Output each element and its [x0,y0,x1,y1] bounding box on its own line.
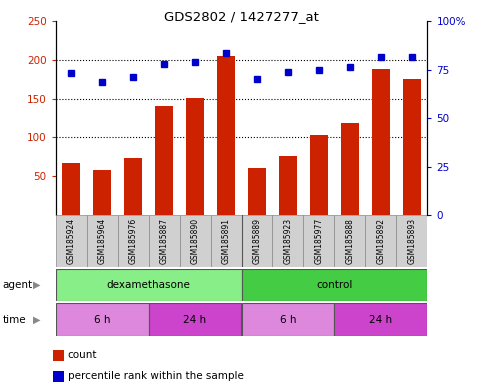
Text: GDS2802 / 1427277_at: GDS2802 / 1427277_at [164,10,319,23]
Text: agent: agent [2,280,32,290]
Text: count: count [68,350,97,360]
Text: GSM185977: GSM185977 [314,218,324,264]
Bar [149,215,180,267]
Bar [117,215,149,267]
Text: GSM185964: GSM185964 [98,218,107,264]
Bar [62,163,80,215]
Bar [272,215,303,267]
Bar [124,158,142,215]
Text: time: time [2,314,26,325]
Bar [180,215,211,267]
Text: GSM185892: GSM185892 [376,218,385,264]
Bar [56,303,149,336]
Bar [155,106,173,215]
Text: GSM185890: GSM185890 [190,218,199,264]
Bar [366,215,397,267]
Text: 24 h: 24 h [184,314,207,325]
Bar [397,215,427,267]
Bar [334,303,427,336]
Text: GSM185923: GSM185923 [284,218,293,264]
Bar [372,69,390,215]
Text: GSM185891: GSM185891 [222,218,230,264]
Bar [303,215,334,267]
Bar [56,215,86,267]
Bar [211,215,242,267]
Bar [242,303,334,336]
Text: ▶: ▶ [33,314,41,325]
Text: 24 h: 24 h [369,314,393,325]
Text: GSM185887: GSM185887 [159,218,169,264]
Bar [186,98,204,215]
Bar [279,156,297,215]
Bar [149,303,242,336]
Text: GSM185889: GSM185889 [253,218,261,264]
Bar [248,168,266,215]
Bar [242,269,427,301]
Text: control: control [316,280,353,290]
Text: dexamethasone: dexamethasone [107,280,190,290]
Text: 6 h: 6 h [280,314,296,325]
Bar [86,215,117,267]
Bar [93,170,112,215]
Text: GSM185924: GSM185924 [67,218,75,264]
Bar [56,269,242,301]
Bar [242,215,272,267]
Bar [310,135,328,215]
Text: GSM185888: GSM185888 [345,218,355,264]
Text: percentile rank within the sample: percentile rank within the sample [68,371,243,381]
Text: GSM185893: GSM185893 [408,218,416,264]
Bar [334,215,366,267]
Bar [341,123,359,215]
Bar [403,78,421,215]
Text: ▶: ▶ [33,280,41,290]
Bar [217,56,235,215]
Text: GSM185976: GSM185976 [128,218,138,264]
Text: 6 h: 6 h [94,314,110,325]
